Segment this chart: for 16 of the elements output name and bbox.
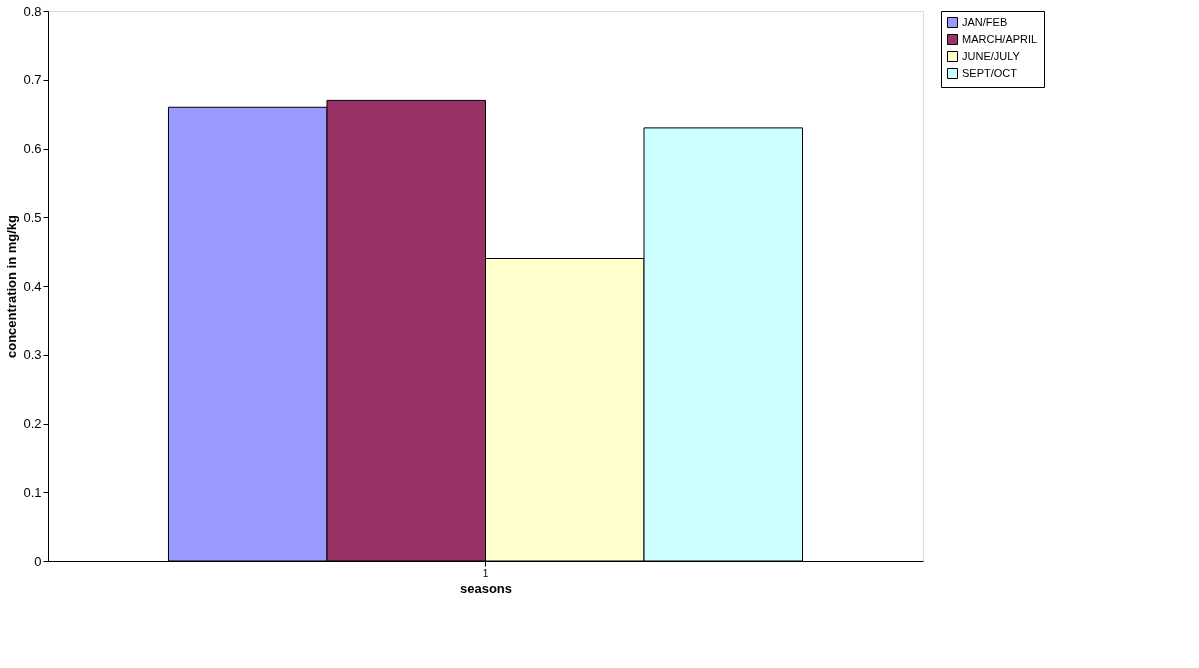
y-tick-label: 0 xyxy=(34,553,42,569)
legend-label: MARCH/APRIL xyxy=(962,32,1038,45)
legend-label: SEPT/OCT xyxy=(962,66,1018,79)
x-tick-label: 1 xyxy=(482,567,489,579)
legend-label: JUNE/JULY xyxy=(962,49,1021,62)
y-tick-label: 0.8 xyxy=(23,3,42,19)
y-tick-label: 0.7 xyxy=(23,72,42,88)
y-tick-label: 0.4 xyxy=(23,278,42,294)
y-tick-label: 0.6 xyxy=(23,141,42,156)
legend-label: JAN/FEB xyxy=(962,15,1008,28)
y-tick-label: 0.2 xyxy=(23,416,42,431)
y-tick-label: 0.5 xyxy=(23,209,42,225)
x-axis-title: seasons xyxy=(459,580,513,596)
y-axis-title: concentration in mg/kg xyxy=(4,214,20,359)
y-tick-label: 0.3 xyxy=(23,347,42,363)
y-tick-label: 0.1 xyxy=(23,484,42,500)
